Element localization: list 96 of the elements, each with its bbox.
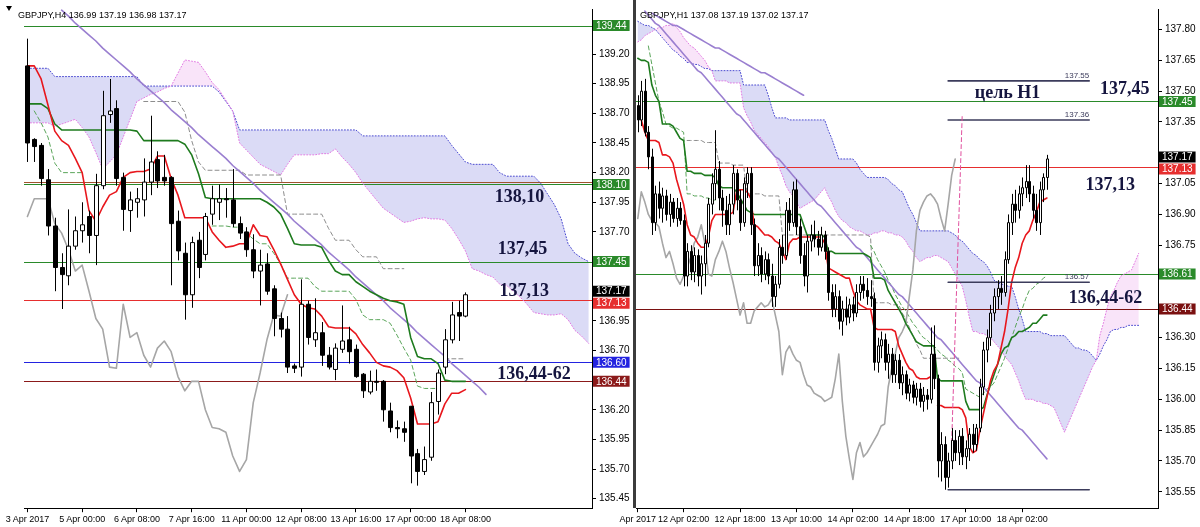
annotation: 136,44-62 xyxy=(1068,287,1143,308)
candlestick xyxy=(944,435,947,491)
y-tick-label: 135.45 xyxy=(599,492,631,504)
y-tick-label: 137.65 xyxy=(1165,54,1197,66)
candlestick xyxy=(905,370,908,400)
x-tick-label: 14 Apr 02:00 xyxy=(827,514,879,525)
y-tick-label: 137.35 xyxy=(1165,115,1197,127)
ref-line-label: 137.45 xyxy=(1162,95,1194,107)
y-tick-label: 138.20 xyxy=(599,166,631,178)
y-tick-label: 135.70 xyxy=(599,462,631,474)
ref-line-label: 137.13 xyxy=(1162,163,1194,175)
y-tick-label: 137.70 xyxy=(599,225,631,237)
candlestick xyxy=(265,252,270,296)
series-label: 136.57 xyxy=(1064,272,1090,282)
y-tick-label: 138.70 xyxy=(599,107,631,119)
candlestick xyxy=(217,183,222,221)
text: 137.17 xyxy=(596,285,628,297)
y-tick-label: 139.20 xyxy=(599,47,631,59)
annotation: 137,45 xyxy=(1100,77,1150,98)
y-tick-label: 137.80 xyxy=(1165,23,1197,35)
candlestick xyxy=(852,296,855,322)
x-tick-label: 3 Apr 2017 xyxy=(5,514,50,525)
x-tick-label: 12 Apr 02:00 xyxy=(658,514,710,525)
y-tick-label: 136.00 xyxy=(1165,393,1197,405)
x-tick-label: 18 Apr 08:00 xyxy=(439,514,491,525)
candlestick xyxy=(855,283,858,318)
candlestick xyxy=(908,378,911,402)
annotation: 137,45 xyxy=(497,238,548,259)
candlestick xyxy=(210,185,215,226)
x-tick-label: Apr 2017 xyxy=(619,514,657,525)
candlestick xyxy=(1046,154,1049,191)
ref-line-label: 136.44 xyxy=(1162,303,1194,315)
candlestick xyxy=(73,216,78,251)
x-tick-label: 13 Apr 10:00 xyxy=(770,514,822,525)
x-tick-label: 18 Apr 02:00 xyxy=(996,514,1048,525)
ref-line-label: 139.44 xyxy=(596,19,628,31)
annotation: 137,13 xyxy=(1085,174,1135,195)
x-tick-label: 5 Apr 00:00 xyxy=(59,514,106,525)
ref-line-label: 138.10 xyxy=(596,178,628,190)
series-label: 137.36 xyxy=(1064,110,1090,120)
x-tick-label: 17 Apr 10:00 xyxy=(940,514,992,525)
y-tick-label: 135.95 xyxy=(599,433,631,445)
y-tick-label: 137.95 xyxy=(599,196,631,208)
candlestick xyxy=(135,187,140,219)
x-tick-label: 7 Apr 16:00 xyxy=(168,514,215,525)
candlestick xyxy=(665,189,668,222)
candlestick xyxy=(422,446,427,476)
ref-line-label: 137.13 xyxy=(596,297,628,309)
x-tick-label: 6 Apr 08:00 xyxy=(113,514,160,525)
y-tick-label: 136.75 xyxy=(1165,239,1197,250)
candlestick xyxy=(661,187,664,224)
annotation: 137,13 xyxy=(499,279,549,300)
candlestick xyxy=(841,300,844,337)
candlestick xyxy=(87,210,92,254)
candlestick xyxy=(845,296,848,326)
candlestick xyxy=(94,173,99,266)
candlestick xyxy=(320,321,325,367)
series-label: 137.55 xyxy=(1064,71,1090,81)
x-tick-label: 17 Apr 00:00 xyxy=(385,514,437,525)
x-tick-label: 12 Apr 18:00 xyxy=(714,514,766,525)
y-tick-label: 136.15 xyxy=(1165,362,1197,374)
annotation: цель H1 xyxy=(974,82,1041,103)
ref-line-label: 136.61 xyxy=(1162,268,1194,280)
candlestick xyxy=(251,233,256,279)
candlestick xyxy=(658,181,661,220)
x-tick-label: 13 Apr 16:00 xyxy=(330,514,382,525)
line-series xyxy=(686,139,960,359)
ref-line-label: 137.45 xyxy=(596,255,628,267)
annotation: 136,44-62 xyxy=(497,363,571,384)
x-tick-label: 12 Apr 08:00 xyxy=(275,514,327,525)
y-tick-label: 138.45 xyxy=(599,136,631,148)
y-tick-label: 136.20 xyxy=(599,403,631,415)
x-tick-label: 14 Apr 18:00 xyxy=(883,514,935,525)
ref-line-label: 136.60 xyxy=(596,356,628,368)
candlestick xyxy=(443,328,448,375)
y-tick-label: 136.70 xyxy=(599,344,631,356)
candlestick xyxy=(272,284,277,337)
y-tick-label: 135.55 xyxy=(1165,485,1197,497)
x-tick-label: 11 Apr 00:00 xyxy=(221,514,272,525)
text: 137.17 xyxy=(1162,151,1194,163)
y-tick-label: 137.05 xyxy=(1165,177,1197,189)
candlestick xyxy=(402,421,407,443)
y-tick-label: 138.95 xyxy=(599,77,631,89)
y-tick-label: 136.90 xyxy=(1165,208,1197,220)
y-tick-label: 135.70 xyxy=(1165,454,1197,466)
chart-title: GBPJPY,H4 136.99 137.19 136.98 137.17 xyxy=(18,10,187,21)
chart-title: GBPJPY,H1 137.08 137.19 137.02 137.17 xyxy=(640,10,809,21)
candlestick xyxy=(848,298,851,324)
y-tick-label: 137.50 xyxy=(1165,84,1197,96)
y-tick-label: 136.30 xyxy=(1165,331,1197,343)
annotation: 138,10 xyxy=(494,186,545,207)
y-tick-label: 136.95 xyxy=(599,314,631,326)
y-tick-label: 135.85 xyxy=(1165,423,1197,435)
ref-line-label: 136.44 xyxy=(596,375,628,387)
candlestick xyxy=(429,391,434,462)
candlestick xyxy=(912,380,915,404)
